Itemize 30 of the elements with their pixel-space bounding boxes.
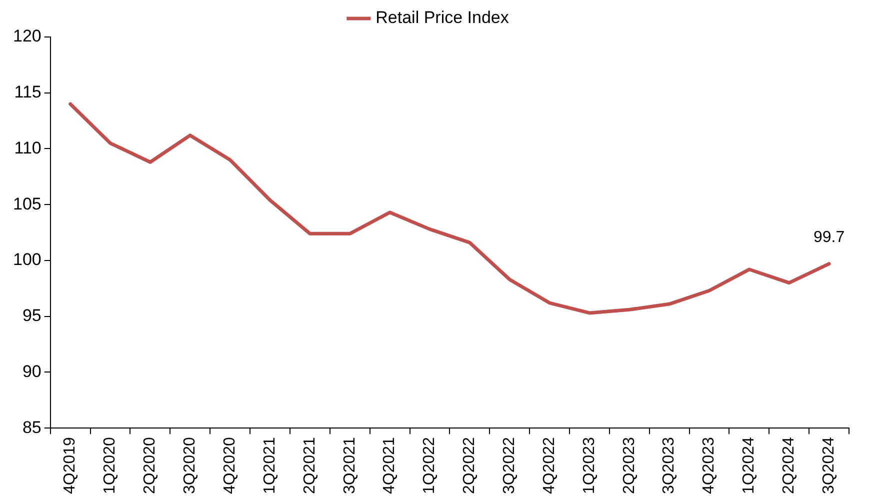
y-tick-label: 95 <box>22 306 42 326</box>
x-tick-label: 2Q2022 <box>461 436 478 494</box>
x-tick-label: 2Q2020 <box>142 436 159 494</box>
x-tick-label: 1Q2021 <box>261 436 278 494</box>
y-tick-label: 90 <box>22 362 42 381</box>
x-tick-label: 3Q2023 <box>660 436 678 494</box>
x-tick-label: 4Q2019 <box>62 436 79 494</box>
data-label: 99.7 <box>813 229 845 246</box>
y-tick-label: 100 <box>12 250 42 270</box>
x-tick-label: 1Q2020 <box>102 436 119 494</box>
x-tick-label: 2Q2024 <box>780 436 798 494</box>
legend-label: Retail Price Index <box>376 8 510 28</box>
x-tick-label: 2Q2023 <box>620 436 638 494</box>
x-tick-label: 2Q2021 <box>301 436 318 494</box>
x-tick-label: 3Q2020 <box>182 436 199 494</box>
y-tick-label: 85 <box>22 418 42 437</box>
x-tick-label: 4Q2022 <box>540 436 558 494</box>
x-tick-label: 3Q2024 <box>820 436 838 494</box>
x-tick-label: 1Q2023 <box>580 436 598 494</box>
x-tick-label: 3Q2022 <box>500 436 518 494</box>
x-tick-label: 4Q2021 <box>381 436 398 494</box>
y-tick-label: 115 <box>14 82 42 102</box>
x-tick-label: 4Q2023 <box>700 436 718 494</box>
y-tick-label: 105 <box>12 194 42 214</box>
x-tick-label: 3Q2021 <box>341 436 358 494</box>
x-tick-label: 1Q2024 <box>740 436 758 494</box>
x-tick-label: 1Q2022 <box>421 436 438 494</box>
x-tick-label: 4Q2020 <box>221 436 238 494</box>
y-tick-label: 110 <box>14 138 42 158</box>
y-tick-label: 120 <box>12 26 42 46</box>
